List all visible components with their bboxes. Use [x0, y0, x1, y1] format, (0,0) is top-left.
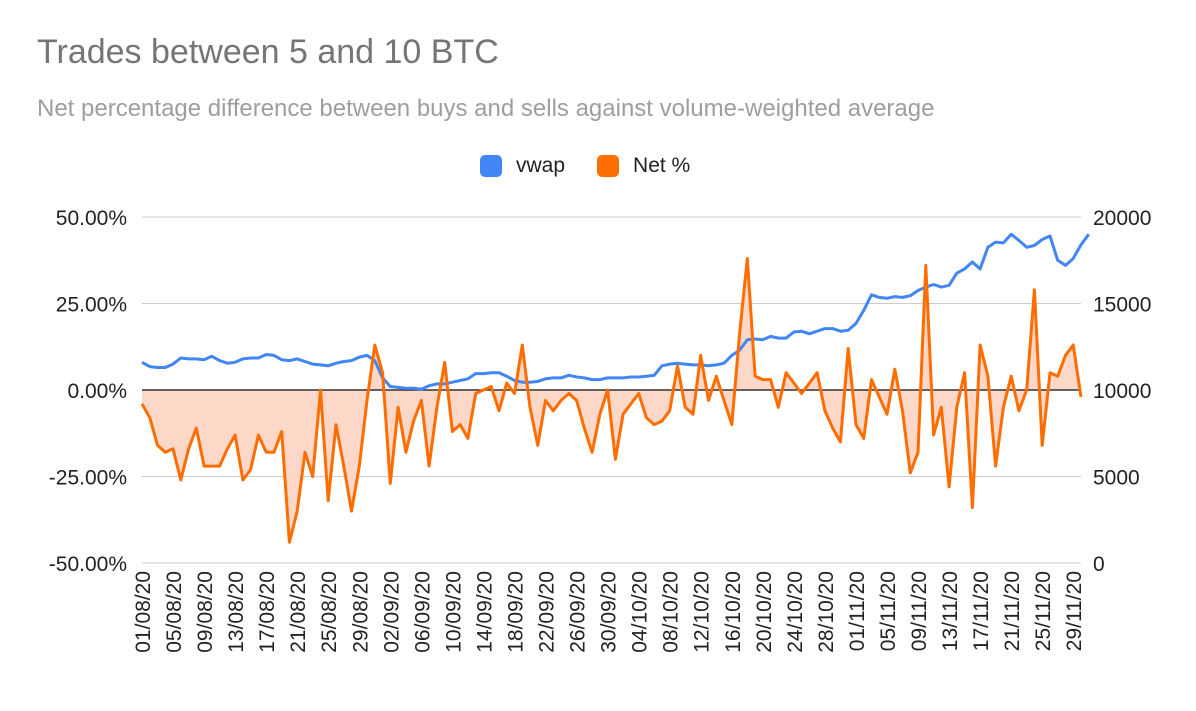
- left-tick-label: 25.00%: [56, 294, 127, 317]
- x-tick-label: 10/09/20: [442, 571, 465, 653]
- x-tick-label: 22/09/20: [536, 571, 559, 653]
- x-tick-label: 14/09/20: [473, 571, 496, 653]
- right-axis: 20000 15000 10000 5000 0: [1093, 207, 1151, 576]
- chart-title: Trades between 5 and 10 BTC: [37, 33, 499, 71]
- legend-swatch-net: [597, 155, 620, 177]
- net-area-fill: [142, 258, 1081, 543]
- x-tick-label: 12/10/20: [691, 571, 714, 653]
- x-tick-label: 26/09/20: [567, 571, 590, 653]
- x-tick-label: 21/08/20: [287, 571, 310, 653]
- x-tick-label: 25/08/20: [318, 571, 341, 653]
- vwap-line: [141, 232, 1090, 391]
- x-tick-label: 30/09/20: [598, 571, 621, 653]
- legend-swatch-vwap: [480, 155, 502, 177]
- x-tick-label: 17/08/20: [256, 571, 279, 653]
- x-tick-label: 29/11/20: [1063, 571, 1086, 651]
- x-tick-label: 02/09/20: [380, 571, 403, 653]
- net-percent-line: [140, 257, 1083, 544]
- x-tick-label: 16/10/20: [722, 571, 745, 653]
- x-tick-label: 21/11/20: [1001, 571, 1024, 651]
- left-tick-label: 0.00%: [67, 380, 127, 403]
- right-tick-label: 10000: [1093, 380, 1151, 403]
- legend-entry-vwap[interactable]: vwap: [480, 154, 565, 178]
- net-series-layer: [140, 257, 1083, 544]
- right-tick-label: 20000: [1093, 207, 1151, 230]
- x-tick-label: 09/08/20: [194, 571, 217, 653]
- left-axis: 50.00% 25.00% 0.00% -25.00% -50.00%: [49, 207, 127, 576]
- x-tick-label: 24/10/20: [784, 571, 807, 653]
- x-tick-label: 18/09/20: [504, 571, 527, 653]
- x-tick-label: 13/08/20: [225, 571, 248, 653]
- x-tick-label: 28/10/20: [815, 571, 838, 653]
- x-tick-label: 06/09/20: [411, 571, 434, 653]
- chart-subtitle: Net percentage difference between buys a…: [37, 95, 935, 122]
- legend-label-net: Net %: [633, 154, 691, 177]
- left-tick-label: -50.00%: [49, 553, 127, 576]
- x-axis: 01/08/20 05/08/20 09/08/20 13/08/20 17/08/20…: [132, 571, 1086, 653]
- x-tick-label: 05/08/20: [163, 571, 186, 653]
- x-tick-label: 29/08/20: [349, 571, 372, 653]
- left-tick-label: 50.00%: [56, 207, 127, 230]
- left-tick-label: -25.00%: [49, 467, 127, 490]
- x-tick-label: 13/11/20: [939, 571, 962, 651]
- vwap-series-layer: [141, 232, 1090, 391]
- legend: vwap Net %: [480, 152, 722, 180]
- right-tick-label: 0: [1093, 553, 1105, 576]
- x-tick-label: 01/08/20: [132, 571, 155, 653]
- x-tick-label: 05/11/20: [877, 571, 900, 651]
- right-tick-label: 5000: [1093, 467, 1140, 490]
- x-tick-label: 25/11/20: [1032, 571, 1055, 651]
- legend-entry-net[interactable]: Net %: [597, 154, 690, 178]
- x-tick-label: 17/11/20: [970, 571, 993, 651]
- x-tick-label: 01/11/20: [846, 571, 869, 651]
- net-area-layer: [142, 258, 1081, 543]
- x-tick-label: 08/10/20: [660, 571, 683, 653]
- x-tick-label: 04/10/20: [629, 571, 652, 653]
- x-tick-label: 09/11/20: [908, 571, 931, 651]
- right-tick-label: 15000: [1093, 294, 1151, 317]
- x-tick-label: 20/10/20: [753, 571, 776, 653]
- legend-label-vwap: vwap: [516, 154, 566, 177]
